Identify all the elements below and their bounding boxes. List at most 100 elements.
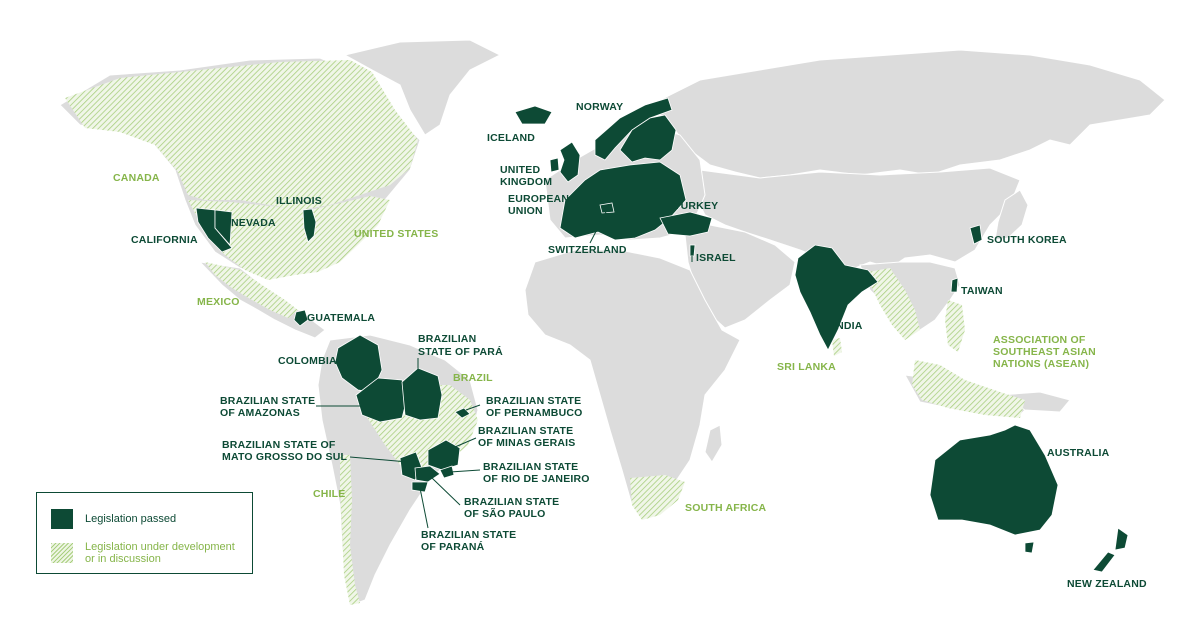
parana-label-1: BRAZILIAN STATE xyxy=(421,529,516,541)
india-label: INDIA xyxy=(833,320,863,332)
brazilian-state-of-minas-gerais-region xyxy=(427,439,461,471)
new-zealand-label: NEW ZEALAND xyxy=(1067,578,1147,590)
iceland-label: ICELAND xyxy=(487,132,535,144)
minas-label-1: BRAZILIAN STATE xyxy=(478,425,573,437)
brazilian-state-of-para-region xyxy=(401,367,443,421)
sri-lanka-region xyxy=(832,338,842,356)
para-label-2: STATE OF PARÁ xyxy=(418,345,503,358)
legend-label-development: Legislation under development or in disc… xyxy=(85,541,235,565)
development-labels: CANADA UNITED STATES MEXICO BRAZIL CHILE… xyxy=(113,172,1096,514)
rio-label-2: OF RIO DE JANEIRO xyxy=(483,473,590,485)
south-africa-region xyxy=(630,475,685,520)
brazilian-state-of-rio-de-janeiro-region xyxy=(439,465,455,479)
philippines-region xyxy=(945,300,965,352)
new-zealand-north-region xyxy=(1114,527,1129,551)
united-states-label: UNITED STATES xyxy=(354,228,438,240)
pernambuco-label-2: OF PERNAMBUCO xyxy=(486,407,583,419)
saopaulo-label-1: BRAZILIAN STATE xyxy=(464,496,559,508)
turkey-label: TURKEY xyxy=(674,200,718,212)
european-union-label-2: UNION xyxy=(508,205,543,217)
legend-swatch-development xyxy=(51,543,73,563)
pernambuco-leader xyxy=(465,404,481,411)
saopaulo-label-2: OF SÃO PAULO xyxy=(464,507,546,520)
turkey-region xyxy=(659,211,713,237)
canada-region xyxy=(65,60,418,210)
taiwan-region xyxy=(950,277,959,293)
nevada-region xyxy=(214,209,233,246)
mexico-label: MEXICO xyxy=(197,296,240,308)
matogrosso-label-2: MATO GROSSO DO SUL xyxy=(222,451,348,463)
legend-label-development-line2: or in discussion xyxy=(85,553,161,565)
united-kingdom-label-2: KINGDOM xyxy=(500,176,552,188)
united-kingdom-region xyxy=(559,141,581,183)
tasmania-region xyxy=(1024,541,1035,554)
guatemala-label: GUATEMALA xyxy=(307,312,375,324)
minas-label-2: OF MINAS GERAIS xyxy=(478,437,576,449)
switzerland-region xyxy=(599,202,615,214)
california-label: CALIFORNIA xyxy=(131,234,198,246)
mexico-region xyxy=(205,262,298,318)
pernambuco-label-1: BRAZILIAN STATE xyxy=(486,395,581,407)
chile-region xyxy=(340,455,360,605)
legend-label-passed: Legislation passed xyxy=(85,513,177,525)
iceland-region xyxy=(514,105,553,125)
para-label-1: BRAZILIAN xyxy=(418,333,476,345)
saopaulo-leader xyxy=(431,477,461,506)
chile-label: CHILE xyxy=(313,488,346,500)
brazilian-state-of-parana-region xyxy=(411,481,429,493)
leader-lines xyxy=(316,211,693,529)
africa-shape xyxy=(524,249,741,513)
amazonas-label-2: OF AMAZONAS xyxy=(220,407,300,419)
parana-label-2: OF PARANÁ xyxy=(421,540,485,553)
illinois-region xyxy=(302,208,317,243)
brazil-label: BRAZIL xyxy=(453,372,493,384)
new-zealand-south-region xyxy=(1092,551,1116,573)
south-korea-region xyxy=(969,224,983,245)
switzerland-label: SWITZERLAND xyxy=(548,244,627,256)
sweden-finland-region xyxy=(619,114,677,163)
south-korea-label: SOUTH KOREA xyxy=(987,234,1067,246)
asean-label-1: ASSOCIATION OF xyxy=(993,334,1086,346)
india-region xyxy=(794,244,879,351)
rio-leader xyxy=(449,469,481,473)
legend-item-passed: Legislation passed xyxy=(51,509,176,529)
united-kingdom-label-1: UNITED xyxy=(500,164,541,176)
legend-label-development-line1: Legislation under development xyxy=(85,541,235,553)
parana-leader xyxy=(419,487,429,529)
south-africa-label: SOUTH AFRICA xyxy=(685,502,767,514)
switzerland-leader xyxy=(589,211,607,244)
ireland-region xyxy=(549,157,560,173)
sri-lanka-label: SRI LANKA xyxy=(777,361,836,373)
madagascar-shape xyxy=(704,424,723,463)
legend-swatch-passed xyxy=(51,509,73,529)
matogrosso-label-1: BRAZILIAN STATE OF xyxy=(222,439,336,451)
minas-leader xyxy=(454,437,477,448)
israel-label: ISRAEL xyxy=(696,252,736,264)
rio-label-1: BRAZILIAN STATE xyxy=(483,461,578,473)
brazilian-state-of-pernambuco-region xyxy=(454,407,471,419)
russia-shape xyxy=(649,49,1166,179)
european-union-label-1: EUROPEAN xyxy=(508,193,569,205)
passed-labels: NORWAY ICELAND UNITED KINGDOM EUROPEAN U… xyxy=(131,101,1147,590)
australia-region xyxy=(929,424,1059,536)
asean-mainland-region xyxy=(868,268,920,340)
asean-islands-region xyxy=(912,360,1025,418)
australia-label: AUSTRALIA xyxy=(1047,447,1110,459)
united-states-region xyxy=(188,196,390,280)
canada-label: CANADA xyxy=(113,172,160,184)
illinois-label: ILLINOIS xyxy=(276,195,322,207)
guatemala-region xyxy=(293,309,309,327)
japan-shape xyxy=(994,189,1029,241)
nevada-label: NEVADA xyxy=(231,217,276,229)
israel-region xyxy=(689,244,696,257)
asean-label-3: NATIONS (ASEAN) xyxy=(993,358,1089,370)
legend-item-development: Legislation under development or in disc… xyxy=(51,541,235,565)
norway-label: NORWAY xyxy=(576,101,623,113)
passed-regions xyxy=(195,97,1129,573)
taiwan-label: TAIWAN xyxy=(961,285,1003,297)
legend: Legislation passed Legislation under dev… xyxy=(36,492,253,574)
asean-label-2: SOUTHEAST ASIAN xyxy=(993,346,1096,358)
amazonas-label-1: BRAZILIAN STATE xyxy=(220,395,315,407)
